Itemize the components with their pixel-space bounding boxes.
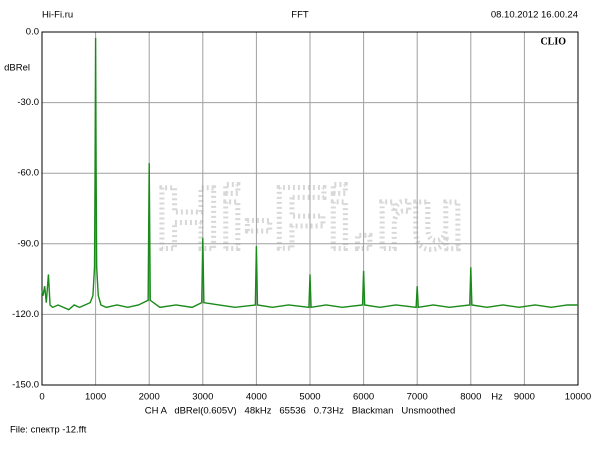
y-tick-label: -60.0 — [17, 168, 39, 179]
x-tick-label: 1000 — [85, 392, 106, 403]
x-tick-label: 4000 — [246, 392, 267, 403]
x-tick-label: 7000 — [407, 392, 428, 403]
plot-border — [41, 31, 579, 386]
x-tick-label: 0 — [39, 392, 44, 403]
file-name: File: спектр -12.fft — [10, 425, 87, 436]
y-tick-label: -90.0 — [17, 238, 39, 249]
y-tick-label: -120.0 — [12, 309, 39, 320]
spectrum-line — [41, 37, 578, 311]
x-tick-label: 2000 — [139, 392, 160, 403]
y-tick-label: -150.0 — [12, 380, 39, 391]
x-tick-label: 6000 — [353, 392, 374, 403]
x-tick-label: 9000 — [514, 392, 535, 403]
x-tick-label: 3000 — [192, 392, 213, 403]
y-axis-label: dBRel — [4, 63, 30, 74]
x-unit: Hz — [491, 392, 503, 403]
x-tick-label: 8000 — [460, 392, 481, 403]
x-tick-label: 10000 — [565, 392, 591, 403]
settings: CH A dBRel(0.605V) 48kHz 65536 0.73Hz Bl… — [145, 406, 456, 417]
brand: CLIO — [540, 36, 566, 47]
y-tick-label: -30.0 — [17, 97, 39, 108]
timestamp: 08.10.2012 16.00.24 — [491, 10, 578, 21]
site-name: Hi-Fi.ru — [42, 10, 73, 21]
chart-title: FFT — [291, 10, 309, 21]
y-tick-label: 0.0 — [26, 27, 39, 38]
x-tick-label: 5000 — [299, 392, 320, 403]
